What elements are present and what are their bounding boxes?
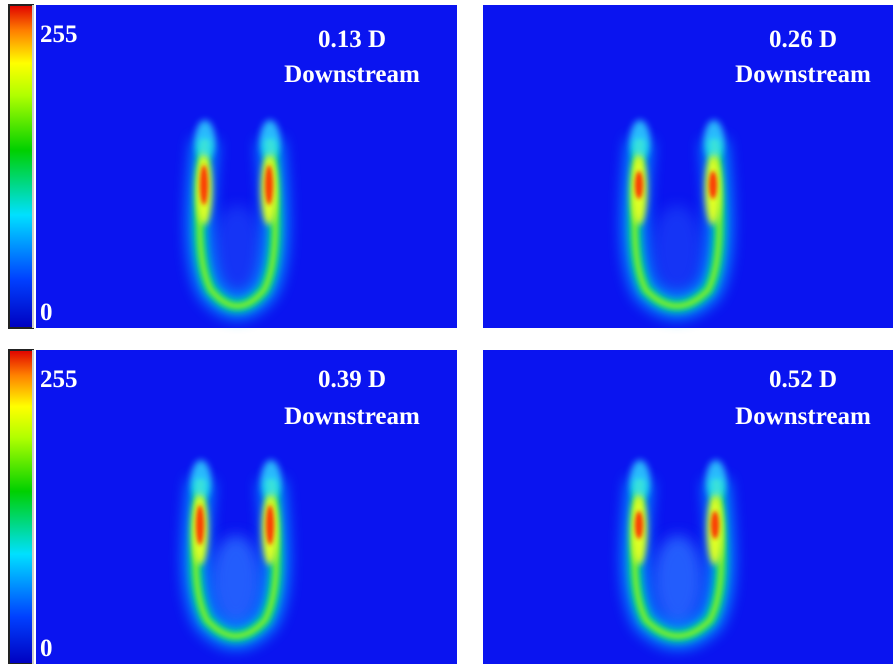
- scale-max-label: 255: [40, 366, 78, 393]
- downstream-label: Downstream: [735, 403, 871, 430]
- distance-label: 0.26 D: [769, 26, 837, 53]
- inner-glow: [212, 205, 263, 295]
- colorbar: [8, 4, 34, 329]
- distance-label: 0.13 D: [318, 26, 386, 53]
- lobe-red: [709, 171, 717, 199]
- lobe-tip: [261, 460, 281, 500]
- lobe-tip: [630, 460, 650, 500]
- lobe-red: [196, 505, 204, 545]
- image-panel: 0.52 D Downstream: [483, 350, 893, 664]
- downstream-label: Downstream: [735, 61, 871, 88]
- lobe-red: [266, 505, 274, 545]
- downstream-label: Downstream: [284, 403, 420, 430]
- lobe-tip: [195, 120, 215, 160]
- colorbar: [8, 349, 34, 664]
- lobe-tip: [706, 460, 726, 500]
- lobe-tip: [704, 120, 724, 160]
- scale-min-label: 0: [40, 299, 53, 326]
- image-panel: 0.26 D Downstream: [483, 5, 893, 328]
- image-panel: 0.13 D Downstream 255 0: [36, 5, 457, 328]
- lobe-tip: [260, 120, 280, 160]
- lobe-red: [711, 511, 719, 539]
- downstream-label: Downstream: [284, 61, 420, 88]
- lobe-red: [265, 165, 273, 205]
- lobe-red: [635, 511, 643, 539]
- scale-min-label: 0: [40, 635, 53, 662]
- inner-glow: [653, 535, 703, 625]
- distance-label: 0.52 D: [769, 366, 837, 393]
- distance-label: 0.39 D: [318, 366, 386, 393]
- lobe-red: [200, 165, 208, 205]
- inner-glow: [211, 535, 261, 625]
- inner-glow: [652, 205, 702, 295]
- scale-max-label: 255: [40, 21, 78, 48]
- image-panel: 0.39 D Downstream 255 0: [36, 350, 457, 664]
- lobe-tip: [191, 460, 211, 500]
- lobe-red: [635, 171, 643, 199]
- lobe-tip: [630, 120, 650, 160]
